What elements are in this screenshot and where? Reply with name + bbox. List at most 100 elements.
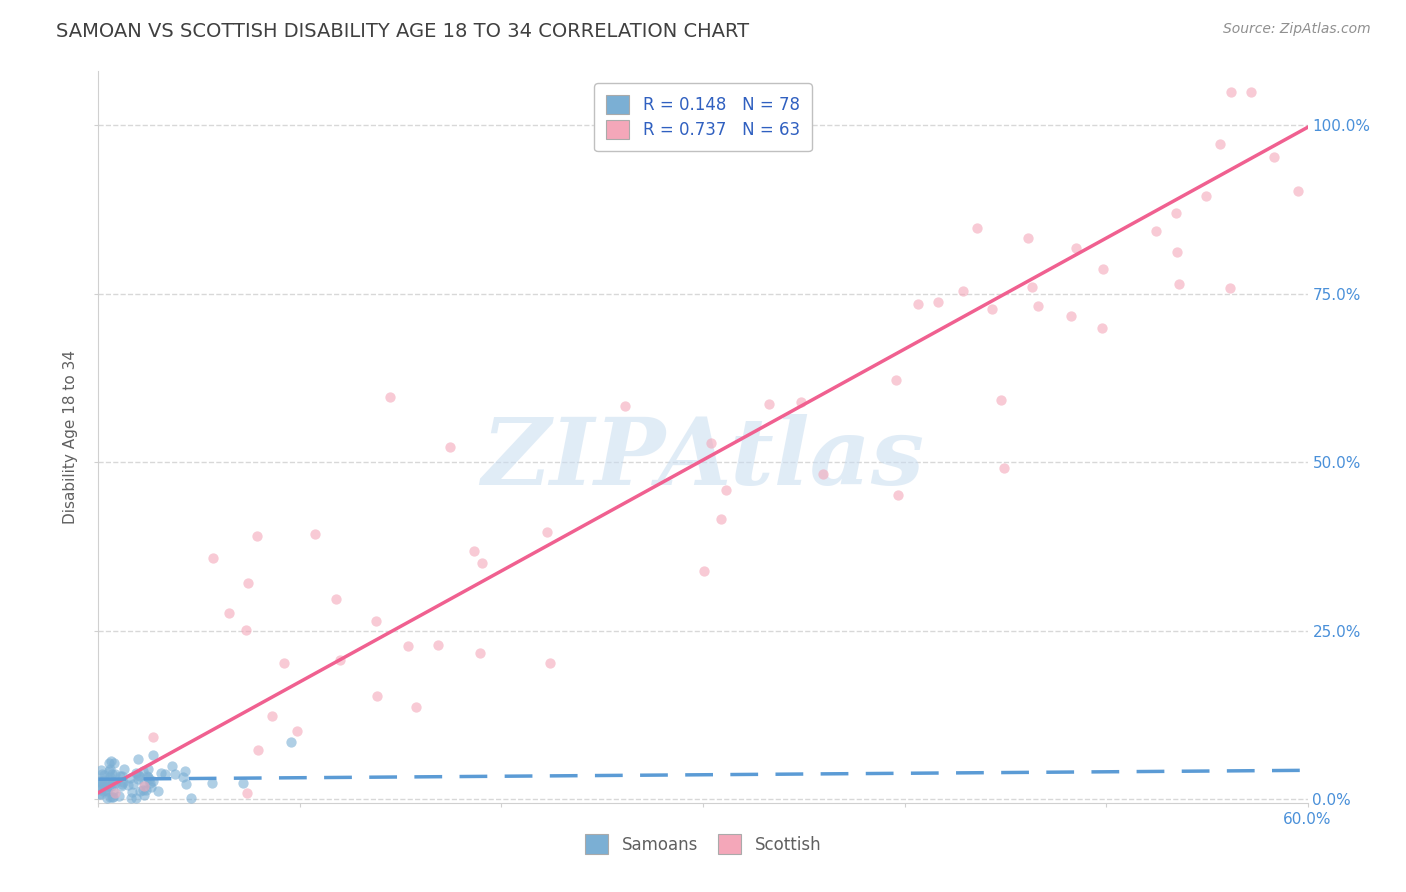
Point: [100, 789, 122, 804]
Point: [101, 766, 124, 780]
Point: [135, 769, 157, 783]
Point: [884, 373, 907, 387]
Point: [273, 656, 295, 670]
Point: [101, 774, 124, 789]
Point: [93, 773, 115, 788]
Point: [91, 784, 114, 798]
Point: [714, 483, 737, 498]
Point: [100, 755, 122, 769]
Point: [1028, 299, 1050, 313]
Point: [90, 787, 112, 801]
Point: [366, 614, 388, 628]
Point: [405, 699, 427, 714]
Point: [329, 653, 352, 667]
Point: [1219, 281, 1241, 295]
Point: [966, 220, 988, 235]
Point: [101, 783, 124, 797]
Point: [378, 390, 401, 404]
Point: [98, 773, 121, 788]
Point: [96, 784, 118, 798]
Point: [304, 526, 326, 541]
Point: [134, 776, 156, 790]
Point: [1060, 309, 1083, 323]
Point: [90, 778, 112, 792]
Point: [103, 789, 125, 804]
Point: [699, 436, 721, 450]
Point: [1286, 185, 1309, 199]
Point: [1220, 85, 1243, 99]
Point: [427, 638, 450, 652]
Point: [538, 656, 561, 670]
Legend: Samoans, Scottish: Samoans, Scottish: [578, 828, 828, 860]
Point: [1021, 279, 1043, 293]
Point: [128, 769, 150, 783]
Point: [90, 777, 112, 791]
Point: [1164, 206, 1187, 220]
Point: [127, 768, 149, 782]
Point: [122, 777, 145, 791]
Point: [1239, 85, 1261, 99]
Point: [153, 767, 176, 781]
Point: [93, 780, 115, 794]
Text: SAMOAN VS SCOTTISH DISABILITY AGE 18 TO 34 CORRELATION CHART: SAMOAN VS SCOTTISH DISABILITY AGE 18 TO …: [56, 22, 749, 41]
Point: [142, 747, 165, 762]
Point: [97, 776, 120, 790]
Point: [218, 606, 240, 620]
Point: [1166, 245, 1188, 260]
Point: [142, 731, 165, 745]
Point: [94, 783, 117, 797]
Point: [97, 756, 120, 770]
Point: [111, 776, 134, 790]
Point: [96, 791, 118, 805]
Point: [104, 776, 127, 790]
Point: [287, 723, 309, 738]
Point: [463, 544, 485, 558]
Point: [470, 647, 492, 661]
Point: [990, 392, 1012, 407]
Point: [236, 786, 259, 800]
Point: [90, 763, 112, 777]
Point: [138, 776, 160, 790]
Point: [98, 762, 121, 776]
Point: [142, 773, 165, 788]
Point: [613, 399, 636, 413]
Point: [790, 394, 813, 409]
Point: [280, 735, 302, 749]
Point: [127, 752, 149, 766]
Point: [1091, 321, 1114, 335]
Point: [89, 774, 111, 789]
Point: [138, 772, 160, 786]
Point: [150, 765, 173, 780]
Point: [111, 769, 134, 783]
Point: [201, 550, 224, 565]
Point: [90, 766, 112, 780]
Point: [232, 776, 254, 790]
Point: [89, 787, 111, 801]
Point: [907, 296, 929, 310]
Point: [108, 769, 131, 783]
Point: [163, 766, 186, 780]
Point: [262, 709, 284, 723]
Point: [112, 762, 135, 776]
Point: [536, 524, 558, 539]
Point: [136, 770, 159, 784]
Point: [236, 576, 259, 591]
Point: [396, 639, 419, 653]
Point: [1092, 262, 1115, 277]
Point: [120, 771, 142, 785]
Point: [128, 784, 150, 798]
Point: [1195, 188, 1218, 202]
Point: [93, 768, 115, 782]
Point: [471, 556, 494, 570]
Point: [100, 780, 122, 794]
Point: [325, 592, 347, 607]
Point: [120, 791, 142, 805]
Point: [103, 756, 125, 771]
Point: [136, 762, 159, 776]
Point: [811, 467, 834, 481]
Point: [110, 780, 132, 794]
Point: [139, 780, 162, 794]
Point: [132, 779, 155, 793]
Point: [127, 772, 149, 786]
Point: [132, 788, 155, 802]
